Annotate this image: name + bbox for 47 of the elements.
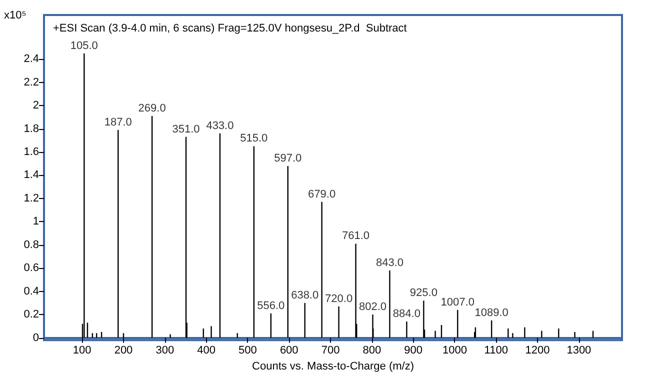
x-axis-title: Counts vs. Mass-to-Charge (m/z): [252, 360, 414, 372]
x-tick-label: 100: [72, 344, 92, 357]
x-tick-label: 700: [321, 344, 340, 357]
y-tick-label: 0.4: [24, 285, 39, 298]
x-tick-label: 900: [404, 344, 423, 357]
y-tick-label: 0.2: [24, 308, 39, 321]
annotation: 105.0: [70, 40, 98, 52]
y-tick-label: 1.4: [24, 169, 39, 182]
annotation: 843.0: [376, 256, 404, 269]
annotation: 1089.0: [474, 306, 508, 319]
y-tick-label: 0.8: [24, 238, 39, 251]
x-tick-label: 200: [114, 344, 133, 357]
x-tick-label: 400: [197, 344, 216, 357]
x-tick-label: 800: [362, 344, 382, 357]
text: +ESI Scan (3.9-4.0 min, 6 scans) Frag=125.0V hongsesu_2P.d Subtract: [53, 22, 407, 34]
x-tick-label: 1200: [525, 344, 550, 357]
annotation: 187.0: [104, 116, 132, 128]
y-tick-label: 2.2: [24, 76, 39, 88]
y-tick-label: 0.6: [24, 262, 39, 274]
x-tick-label: 1100: [484, 344, 508, 357]
annotation: 1007.0: [440, 296, 474, 308]
x-tick-label: 600: [280, 344, 298, 357]
x-tick-label: 1000: [442, 344, 467, 357]
y-axis-title: x10⁵: [4, 10, 26, 22]
y-tick-label: 2: [32, 100, 39, 112]
annotation: 597.0: [274, 152, 302, 164]
x-tick-label: 1300: [566, 344, 592, 357]
annotation: 515.0: [240, 132, 268, 145]
annotation: 679.0: [308, 188, 336, 200]
y-tick-label: 1.8: [24, 122, 39, 135]
y-tick-label: 1.2: [24, 192, 39, 204]
annotation: 720.0: [325, 292, 353, 305]
annotation: 638.0: [291, 289, 319, 302]
annotation: 556.0: [257, 300, 285, 312]
annotation: 802.0: [358, 301, 387, 314]
y-tick-label: 1.6: [24, 146, 39, 158]
x-tick-label: 500: [238, 344, 257, 357]
y-tick-label: 0: [32, 332, 39, 344]
annotation: 925.0: [410, 287, 438, 300]
annotation: 884.0: [392, 308, 420, 320]
annotation: 761.0: [342, 230, 370, 242]
y-tick-label: 1: [32, 216, 39, 228]
annotation: 351.0: [172, 123, 200, 136]
annotation: 433.0: [206, 120, 234, 132]
y-tick-label: 2.4: [24, 53, 39, 66]
x-tick-label: 300: [156, 344, 174, 357]
annotation: 269.0: [138, 102, 166, 115]
